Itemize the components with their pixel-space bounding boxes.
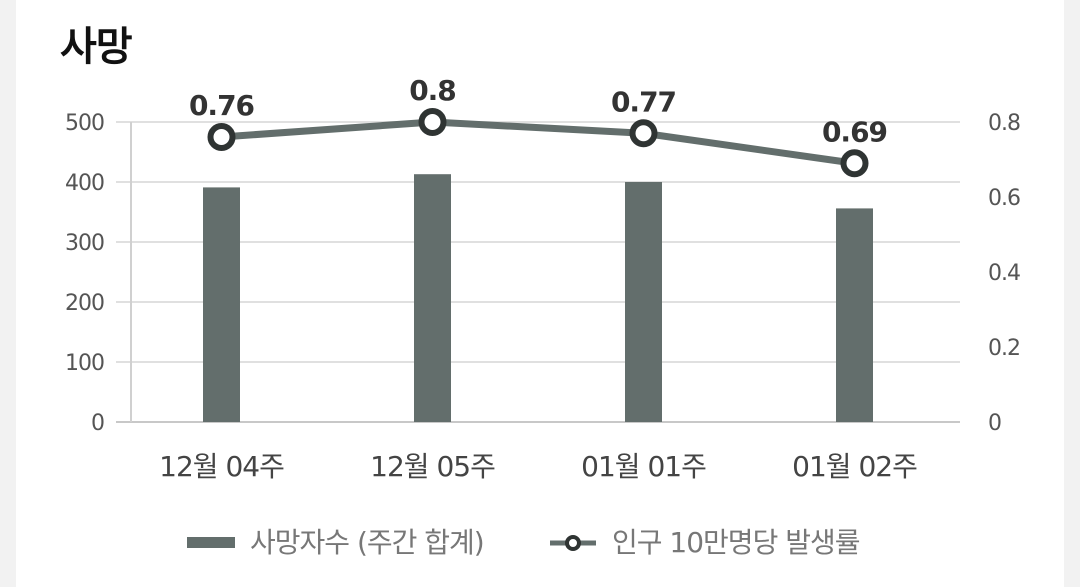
y-right-tick-label: 0.8 [988, 111, 1020, 136]
y-left-tick-label: 0 [91, 411, 104, 436]
y-right-tick-label: 0.6 [988, 186, 1020, 211]
y-right-tick-label: 0.4 [988, 261, 1020, 286]
bar [625, 182, 662, 422]
chart-title: 사망 [60, 24, 133, 70]
rate-data-label: 0.76 [189, 89, 254, 122]
rate-point [629, 119, 658, 148]
y-right-tick-label: 0 [988, 411, 1001, 436]
y-left-tick-label: 200 [65, 291, 104, 316]
rate-point [418, 108, 447, 136]
y-left-tick-label: 300 [65, 231, 104, 256]
chart-card: 사망 0 100 200 300 400 500 0 0.2 0.4 0.6 0.8 12월 04주 1… [16, 0, 1064, 587]
rate-point [840, 149, 869, 178]
rate-point [207, 123, 236, 151]
bar [836, 208, 873, 422]
y-left-tick-label: 400 [65, 171, 104, 196]
rate-data-label: 0.8 [409, 74, 456, 107]
rate-line [221, 118, 855, 167]
y-left-tick-label: 100 [65, 351, 104, 376]
y-left-tick-label: 500 [65, 111, 104, 136]
x-category-label: 01월 02주 [792, 450, 917, 483]
legend-line-label: 인구 10만명당 발생률 [612, 526, 860, 559]
combo-chart: 0 100 200 300 400 500 0 0.2 0.4 0.6 0.8 12월 04주 12월 … [65, 74, 1021, 559]
y-right-tick-label: 0.2 [988, 336, 1020, 361]
legend-bar-label: 사망자수 (주간 합계) [250, 526, 484, 559]
legend-line-marker [565, 535, 581, 551]
bar [203, 187, 240, 422]
rate-data-label: 0.69 [822, 115, 887, 148]
x-category-label: 12월 04주 [159, 450, 284, 483]
x-category-label: 01월 01주 [581, 450, 706, 483]
legend-bar-swatch [187, 537, 235, 548]
bar [414, 174, 451, 422]
rate-data-label: 0.77 [611, 85, 676, 118]
x-category-label: 12월 05주 [370, 450, 495, 483]
